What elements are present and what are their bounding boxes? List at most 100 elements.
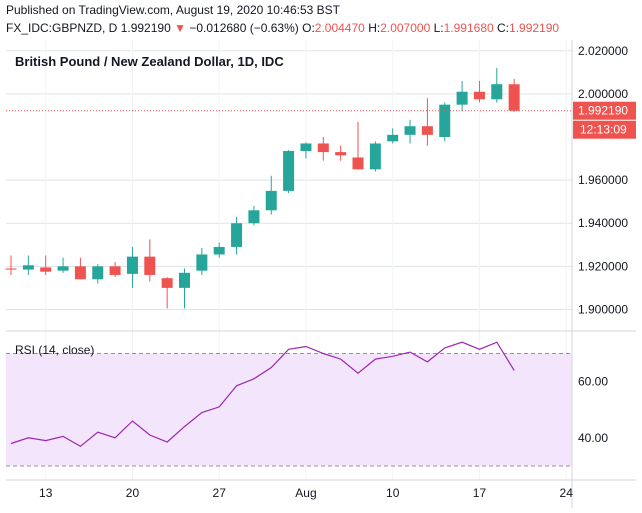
rsi-line: [10, 341, 515, 448]
candle-body: [179, 272, 190, 288]
time-tick-label: Aug: [295, 486, 316, 500]
candle-up: [456, 80, 468, 112]
candle-up: [265, 175, 277, 215]
rsi-band-fill: [6, 353, 572, 466]
price-tick-label: 1.960000: [578, 173, 628, 187]
candle-body: [508, 84, 520, 111]
candle-up: [439, 102, 451, 142]
candle-up: [404, 119, 416, 144]
candle-up: [300, 142, 312, 159]
rsi-tick-label: 60.00: [578, 375, 608, 389]
price-tick-label: 2.000000: [578, 87, 628, 101]
candle-down: [335, 145, 347, 161]
candle-down: [40, 255, 52, 275]
time-tick-label: 20: [126, 486, 140, 500]
rsi-title: RSI (14, close): [15, 343, 94, 357]
last-price-badge: [573, 101, 636, 120]
candle-up: [22, 255, 34, 275]
symbol-label: FX_IDC:GBPNZD, D: [6, 21, 118, 35]
candle-body: [283, 151, 295, 191]
candle-down: [74, 257, 86, 280]
price-tick-label: 2.020000: [578, 44, 628, 58]
countdown-text: 12:13:09: [580, 123, 627, 137]
price-tick-label: 1.920000: [578, 259, 628, 273]
candle-body: [74, 266, 86, 280]
candle-up: [283, 149, 295, 194]
candle-up: [179, 268, 190, 309]
candle-body: [300, 143, 312, 152]
candle-down: [473, 80, 485, 103]
close-label: C:: [497, 21, 510, 35]
candle-body: [57, 266, 69, 271]
candle-body: [144, 256, 156, 275]
candle-up: [369, 141, 381, 172]
candle-down: [5, 255, 17, 275]
candle-body: [40, 267, 52, 272]
high-value: 2.007000: [380, 21, 431, 35]
candle-body: [126, 256, 138, 274]
candle-body: [231, 223, 243, 247]
candle-up: [213, 242, 225, 258]
candle-down: [352, 121, 364, 170]
rsi-tick-label: 40.00: [578, 431, 608, 445]
published-text: Published on TradingView.com, August 19,…: [6, 3, 341, 17]
high-label: H:: [368, 21, 381, 35]
candle-up: [231, 216, 243, 255]
change-down-icon: ▼: [174, 21, 186, 35]
candle-down: [421, 98, 433, 146]
candle-body: [439, 104, 451, 137]
candle-body: [421, 126, 433, 135]
price-axis[interactable]: 1.900000 1.920000 1.940000 1.960000 2.000000…: [573, 44, 636, 317]
candle-up: [92, 264, 104, 284]
close-value: 1.992190: [509, 21, 560, 35]
candle-body: [196, 254, 208, 271]
candle-up: [248, 205, 260, 226]
candle-body: [369, 143, 381, 170]
low-value: 1.991680: [443, 21, 494, 35]
low-label: L:: [433, 21, 444, 35]
time-tick-label: 13: [39, 486, 53, 500]
candle-body: [5, 268, 17, 270]
candle-down: [161, 277, 173, 309]
candle-up: [491, 68, 503, 103]
candle-down: [317, 137, 329, 161]
candle-down: [109, 262, 121, 278]
countdown-badge: [573, 120, 636, 139]
candle-up: [57, 257, 69, 273]
chart-title: British Pound / New Zealand Dollar, 1D, …: [15, 54, 284, 69]
candle-body: [317, 143, 329, 153]
price-tick-label: 1.940000: [578, 216, 628, 230]
candle-body: [404, 126, 416, 135]
time-axis[interactable]: 13 20 27 Aug 10 17 24: [39, 486, 573, 500]
price-candles: [5, 68, 572, 309]
rsi-axis[interactable]: 40.00 60.00: [578, 375, 608, 445]
open-label: O:: [302, 21, 315, 35]
pane-frame: [6, 40, 636, 508]
candle-body: [387, 134, 399, 142]
candle-down: [144, 239, 156, 282]
candle-body: [352, 157, 364, 170]
time-tick-label: 24: [560, 486, 574, 500]
candle-body: [248, 210, 260, 224]
candle-body: [161, 278, 173, 288]
open-value: 2.004470: [314, 21, 365, 35]
candle-body: [335, 152, 347, 156]
candle-body: [491, 84, 503, 100]
time-tick-label: 27: [213, 486, 227, 500]
candle-up: [387, 128, 399, 144]
time-tick-label: 17: [473, 486, 487, 500]
rsi-series: [10, 341, 515, 448]
price-tick-label: 1.900000: [578, 302, 628, 316]
candle-body: [109, 266, 121, 275]
candle-body: [92, 266, 104, 280]
rsi-band: [6, 352, 572, 467]
candle-up: [126, 246, 138, 288]
candle-down: [508, 78, 520, 112]
ohlc-header: FX_IDC:GBPNZD, D 1.992190 ▼ −0.012680 (−…: [6, 21, 559, 35]
candle-body: [213, 246, 225, 255]
last-price-badge-text: 1.992190: [578, 104, 628, 118]
change-value: −0.012680 (−0.63%): [189, 21, 299, 35]
last-price: 1.992190: [120, 21, 171, 35]
candle-body: [22, 265, 34, 270]
